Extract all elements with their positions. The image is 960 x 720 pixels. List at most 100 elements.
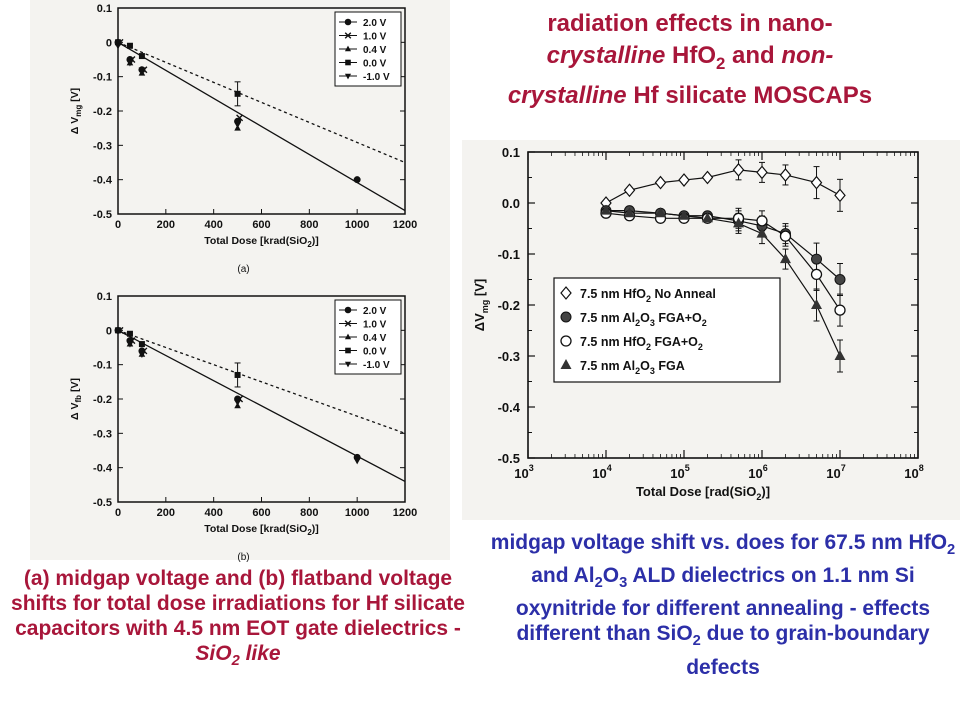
data-point--1.0V: [126, 341, 134, 348]
y-tick-label: 0.1: [97, 291, 112, 303]
legend-box: [553, 277, 781, 383]
data-point-series-3: [678, 209, 690, 220]
y-tick-label: -0.2: [93, 394, 112, 406]
data-point-0.0V: [126, 42, 133, 49]
data-point-2.0V: [353, 176, 361, 184]
y-tick-label: -0.1: [498, 247, 520, 262]
x-tick-label: 105: [670, 463, 689, 481]
legend-label: 1.0 V: [363, 320, 387, 331]
x-tick-label: 400: [204, 219, 222, 231]
legend-marker: [560, 335, 572, 347]
data-point--1.0V: [126, 60, 134, 67]
y-tick-label: 0.1: [97, 3, 112, 15]
x-tick-label: 400: [204, 507, 222, 519]
y-tick-label: -0.4: [498, 400, 521, 415]
legend-marker: [560, 311, 572, 323]
data-point-series-3: [600, 204, 612, 215]
x-tick-label: 0: [115, 219, 121, 231]
caption-left-italic: SiO2 like: [195, 642, 281, 670]
data-point-0.0V: [138, 53, 145, 60]
legend-label: 0.4 V: [363, 333, 387, 344]
x-tick-label: 600: [252, 507, 270, 519]
title-line1: radiation effects in nano-: [547, 10, 833, 37]
legend-marker: [344, 320, 352, 327]
data-point-1.0V: [236, 114, 244, 122]
data-point-series-0: [732, 162, 745, 177]
legend-marker: [344, 45, 352, 52]
series-line-2: [605, 212, 841, 311]
data-point--1.0V: [114, 327, 122, 334]
legend-label: 1.0 V: [363, 32, 387, 43]
data-point-series-3: [733, 217, 745, 228]
data-point-0.0V: [234, 371, 241, 378]
data-point-0.0V: [115, 39, 121, 46]
y-axis-label: ΔVmg [V]: [472, 279, 490, 331]
y-axis-label: Δ Vmg [V]: [69, 88, 83, 134]
legend-label: -1.0 V: [363, 72, 390, 83]
data-point--1.0V: [234, 122, 241, 129]
caption-left: (a) midgap voltage and (b) flatband volt…: [0, 566, 476, 674]
legend-label: 0.4 V: [363, 45, 387, 56]
y-tick-label: -0.4: [93, 463, 113, 475]
legend-label: 0.0 V: [363, 347, 387, 358]
data-point-series-2: [834, 304, 846, 316]
title-line2-and: and: [725, 42, 782, 69]
y-tick-label: -0.4: [93, 175, 113, 187]
chart-b-flatband: 0.10-0.1-0.2-0.3-0.4-0.50 200 400 600 800 100…: [69, 291, 417, 563]
panel-label: (b): [237, 552, 249, 563]
legend-label: 7.5 nm HfO2 FGA+O2: [580, 335, 703, 352]
data-point-series-1: [811, 253, 823, 265]
data-point-series-0: [756, 165, 768, 180]
x-tick-label: 108: [904, 463, 923, 481]
legend-marker: [345, 59, 351, 66]
legend-marker: [344, 32, 352, 39]
y-tick-label: -0.2: [93, 106, 112, 118]
data-point-series-3: [834, 350, 846, 360]
y-tick-label: -0.2: [498, 298, 520, 313]
data-point-series-2: [779, 230, 792, 242]
data-point-series-3: [623, 207, 635, 218]
y-tick-label: 0: [106, 325, 112, 337]
x-tick-label: 106: [748, 463, 767, 481]
legend-marker: [345, 347, 351, 354]
x-tick-label: 1200: [393, 219, 417, 231]
x-tick-label: 200: [157, 507, 175, 519]
legend-label: 2.0 V: [363, 306, 387, 317]
y-tick-label: 0.0: [502, 196, 520, 211]
legend-marker: [344, 306, 352, 314]
data-point-series-3: [701, 212, 713, 223]
data-point-series-0: [834, 188, 846, 203]
data-point-series-1: [834, 274, 846, 285]
legend-label: 0.0 V: [363, 59, 387, 70]
data-point--1.0V: [138, 351, 146, 358]
legend-label: 7.5 nm HfO2 No Anneal: [580, 287, 716, 304]
legend-marker: [344, 361, 352, 368]
x-tick-label: 800: [300, 507, 318, 519]
slide-title: radiation effects in nano- crystalline H…: [440, 8, 940, 112]
x-axis-label: Total Dose [krad(SiO2)]: [204, 235, 319, 249]
data-point--1.0V: [114, 43, 122, 50]
x-tick-label: 107: [826, 463, 845, 481]
y-axis-label: Δ Vfb [V]: [69, 378, 83, 420]
data-point-series-3: [655, 207, 667, 218]
data-point-series-3: [756, 227, 768, 238]
data-point-series-3: [779, 253, 791, 264]
data-point-series-2: [756, 215, 768, 227]
data-point-series-0: [701, 170, 714, 185]
x-tick-label: 800: [300, 219, 318, 231]
x-tick-label: 1000: [345, 507, 369, 519]
data-point--1.0V: [138, 67, 146, 74]
data-point--1.0V: [234, 400, 241, 407]
x-tick-label: 1200: [393, 507, 417, 519]
data-point-0.0V: [126, 330, 133, 337]
x-axis-label: Total Dose [rad(SiO2)]: [636, 484, 770, 502]
title-line3-italic: crystalline: [507, 81, 627, 109]
y-tick-label: -0.5: [93, 209, 112, 221]
legend-label: -1.0 V: [363, 360, 390, 371]
y-tick-label: 0: [106, 37, 112, 49]
y-tick-label: -0.3: [93, 428, 112, 440]
x-tick-label: 0: [115, 507, 121, 519]
x-tick-label: 600: [252, 219, 270, 231]
data-point-0.0V: [138, 341, 145, 348]
